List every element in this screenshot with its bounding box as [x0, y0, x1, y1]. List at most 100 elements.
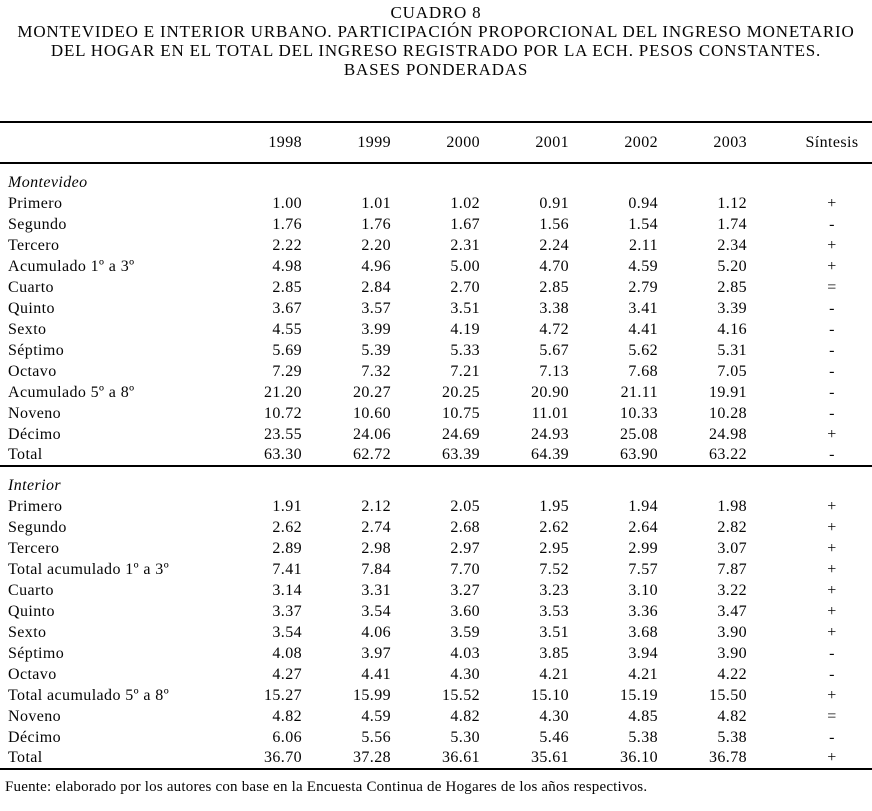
value-cell: 24.93 — [531, 425, 569, 443]
value-cell: 2.22 — [272, 236, 302, 254]
row-label: Tercero — [8, 539, 60, 557]
value-cell: 25.08 — [620, 425, 658, 443]
table-row: Tercero 2.89 2.98 2.97 2.95 2.99 3.07 + — [0, 538, 872, 559]
sintesis-cell: - — [829, 665, 835, 683]
value-cell: 0.91 — [539, 194, 569, 212]
value-cell: 2.89 — [272, 539, 302, 557]
row-label: Total acumulado 1º a 3º — [8, 560, 170, 578]
table-row: Total 63.30 62.72 63.39 64.39 63.90 63.22 - — [0, 445, 872, 466]
sintesis-cell: - — [829, 644, 835, 662]
value-cell: 7.05 — [717, 362, 747, 380]
sintesis-cell: + — [827, 257, 837, 275]
year-column-header: 1998 — [268, 133, 302, 151]
row-label: Total acumulado 5º a 8º — [8, 686, 170, 704]
value-cell: 2.79 — [628, 278, 658, 296]
value-cell: 1.91 — [272, 497, 302, 515]
value-cell: 5.67 — [539, 341, 569, 359]
sintesis-cell: = — [827, 278, 837, 296]
value-cell: 35.61 — [531, 749, 569, 766]
row-label: Octavo — [8, 362, 57, 380]
sintesis-cell: + — [827, 497, 837, 515]
header-row: 1998 1999 2000 2001 2002 2003 Síntesis — [0, 122, 872, 163]
value-cell: 3.57 — [361, 299, 391, 317]
value-cell: 7.84 — [361, 560, 391, 578]
sintesis-cell: + — [827, 560, 837, 578]
table-row: Décimo 23.55 24.06 24.69 24.93 25.08 24.98 + — [0, 424, 872, 445]
value-cell: 2.74 — [361, 518, 391, 536]
sintesis-cell: + — [827, 749, 837, 766]
value-cell: 2.34 — [717, 236, 747, 254]
value-cell: 11.01 — [531, 404, 569, 422]
row-label: Sexto — [8, 623, 47, 641]
value-cell: 64.39 — [531, 446, 569, 463]
row-label: Acumulado 1º a 3º — [8, 257, 135, 275]
value-cell: 4.30 — [450, 665, 480, 683]
value-cell: 4.08 — [272, 644, 302, 662]
row-label: Noveno — [8, 707, 62, 725]
value-cell: 2.62 — [539, 518, 569, 536]
value-cell: 4.98 — [272, 257, 302, 275]
value-cell: 3.59 — [450, 623, 480, 641]
value-cell: 36.78 — [709, 749, 747, 766]
value-cell: 3.23 — [539, 581, 569, 599]
sintesis-cell: + — [827, 236, 837, 254]
sintesis-cell: - — [829, 320, 835, 338]
value-cell: 3.53 — [539, 602, 569, 620]
value-cell: 24.98 — [709, 425, 747, 443]
value-cell: 3.37 — [272, 602, 302, 620]
sintesis-cell: - — [829, 299, 835, 317]
value-cell: 2.85 — [272, 278, 302, 296]
value-cell: 3.14 — [272, 581, 302, 599]
value-cell: 5.30 — [450, 728, 480, 746]
value-cell: 0.94 — [628, 194, 658, 212]
table-row: Quinto 3.67 3.57 3.51 3.38 3.41 3.39 - — [0, 298, 872, 319]
sintesis-cell: + — [827, 425, 837, 443]
row-label: Segundo — [8, 518, 67, 536]
value-cell: 1.12 — [717, 194, 747, 212]
sintesis-cell: + — [827, 602, 837, 620]
value-cell: 5.56 — [361, 728, 391, 746]
row-label-column-header — [0, 122, 213, 163]
table-row: Total acumulado 1º a 3º 7.41 7.84 7.70 7.52 7… — [0, 559, 872, 580]
value-cell: 7.52 — [539, 560, 569, 578]
value-cell: 1.02 — [450, 194, 480, 212]
value-cell: 15.99 — [353, 686, 391, 704]
value-cell: 3.60 — [450, 602, 480, 620]
value-cell: 4.27 — [272, 665, 302, 683]
value-cell: 3.99 — [361, 320, 391, 338]
value-cell: 4.19 — [450, 320, 480, 338]
value-cell: 21.20 — [264, 383, 302, 401]
value-cell: 24.06 — [353, 425, 391, 443]
value-cell: 1.54 — [628, 215, 658, 233]
year-column-header: 2003 — [713, 133, 747, 151]
year-column-header: 1999 — [357, 133, 391, 151]
value-cell: 4.22 — [717, 665, 747, 683]
value-cell: 36.70 — [264, 749, 302, 766]
row-label: Cuarto — [8, 581, 54, 599]
table-row: Total 36.70 37.28 36.61 35.61 36.10 36.78 + — [0, 748, 872, 769]
table-subtitle: BASES PONDERADAS — [343, 60, 529, 79]
value-cell: 6.06 — [272, 728, 302, 746]
value-cell: 63.39 — [442, 446, 480, 463]
table-row: Primero 1.00 1.01 1.02 0.91 0.94 1.12 + — [0, 193, 872, 214]
value-cell: 21.11 — [620, 383, 658, 401]
table-row: Sexto 4.55 3.99 4.19 4.72 4.41 4.16 - — [0, 319, 872, 340]
value-cell: 2.24 — [539, 236, 569, 254]
year-column-header: 2001 — [535, 133, 569, 151]
sintesis-cell: - — [829, 728, 835, 746]
value-cell: 3.94 — [628, 644, 658, 662]
value-cell: 3.51 — [539, 623, 569, 641]
value-cell: 15.19 — [620, 686, 658, 704]
row-label: Total — [8, 749, 43, 766]
table-row: Noveno 4.82 4.59 4.82 4.30 4.85 4.82 = — [0, 706, 872, 727]
value-cell: 10.28 — [709, 404, 747, 422]
table-row: Décimo 6.06 5.56 5.30 5.46 5.38 5.38 - — [0, 727, 872, 748]
value-cell: 63.22 — [709, 446, 747, 463]
data-table: 1998 1999 2000 2001 2002 2003 Síntesis M… — [0, 121, 872, 770]
value-cell: 5.31 — [717, 341, 747, 359]
table-title-line-2: DEL HOGAR EN EL TOTAL DEL INGRESO REGIST… — [50, 41, 822, 60]
row-label: Segundo — [8, 215, 67, 233]
value-cell: 2.11 — [628, 236, 658, 254]
value-cell: 3.36 — [628, 602, 658, 620]
